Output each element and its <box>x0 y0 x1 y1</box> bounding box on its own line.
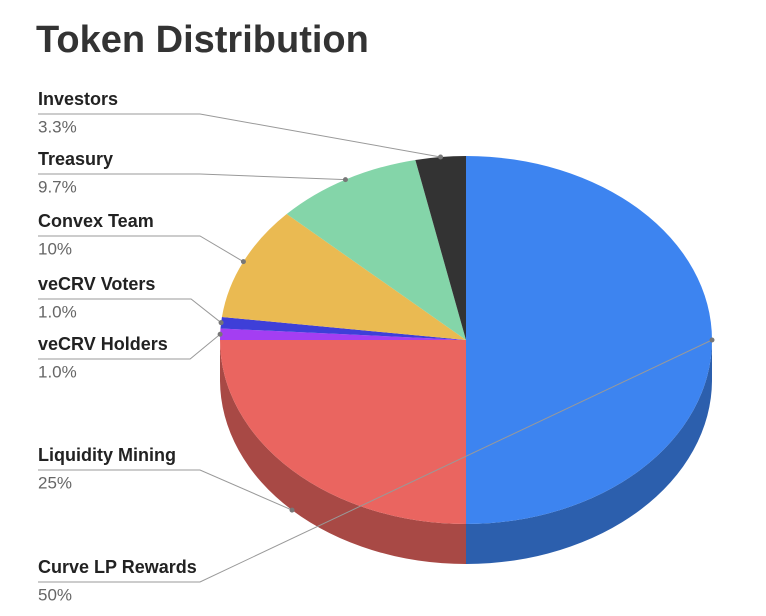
leader-dot <box>289 507 295 513</box>
slice-label: Investors <box>38 89 118 109</box>
leader-dot <box>342 177 348 183</box>
leader-line <box>38 113 441 158</box>
slice-label: veCRV Voters <box>38 274 155 294</box>
leader-line <box>38 339 713 583</box>
leader-dot <box>217 331 223 337</box>
slice-label: Treasury <box>38 149 113 169</box>
slice <box>220 340 466 524</box>
leader-line <box>38 235 244 263</box>
slice <box>220 316 466 340</box>
slice <box>466 156 712 524</box>
slice-side <box>220 340 466 564</box>
leader-dot <box>709 337 715 343</box>
leader-line <box>38 469 293 511</box>
slice <box>286 159 466 340</box>
slice-label: veCRV Holders <box>38 334 168 354</box>
slice <box>220 328 466 340</box>
chart-title: Token Distribution <box>36 19 369 61</box>
slice-value: 9.7% <box>38 177 77 196</box>
slice-label: Convex Team <box>38 211 154 231</box>
slice-side <box>466 340 712 564</box>
slice-label: Curve LP Rewards <box>38 557 197 577</box>
leader-dot <box>218 320 224 326</box>
slice-label: Liquidity Mining <box>38 445 176 465</box>
slice <box>415 156 466 340</box>
slice-value: 1.0% <box>38 302 77 321</box>
leader-line <box>38 173 346 181</box>
slice-value: 50% <box>38 585 72 604</box>
slice-value: 25% <box>38 473 72 492</box>
leader-line <box>38 333 221 360</box>
slice-value: 3.3% <box>38 117 77 136</box>
slice-value: 10% <box>38 239 72 258</box>
leader-line <box>38 298 222 324</box>
leader-dot <box>438 154 444 160</box>
slice <box>221 214 466 340</box>
slice-value: 1.0% <box>38 362 77 381</box>
leader-dot <box>240 259 246 265</box>
